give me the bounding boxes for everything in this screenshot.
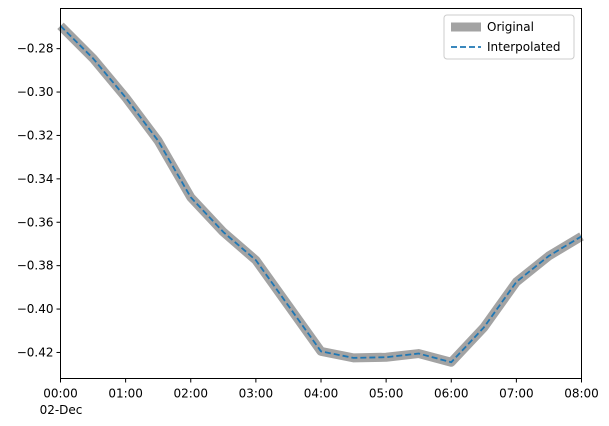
legend-label-interpolated: Interpolated: [487, 40, 561, 54]
y-tick-label: −0.36: [17, 215, 54, 229]
x-tick-label: 04:00: [304, 387, 339, 401]
series-line-interpolated: [59, 25, 582, 364]
x-tick-label: 05:00: [369, 387, 404, 401]
y-tick-label: −0.40: [17, 302, 54, 316]
x-axis: 00:00 01:00 02:00 03:00 04:00 05:00 06:00 07:00…: [43, 378, 599, 401]
x-tick-secondary-label: 02-Dec: [40, 403, 83, 417]
y-tick-label: −0.32: [17, 128, 54, 142]
x-tick-label: 00:00: [43, 387, 78, 401]
y-tick-label: −0.34: [17, 172, 54, 186]
x-tick-label: 07:00: [499, 387, 534, 401]
x-tick-label: 01:00: [108, 387, 143, 401]
y-axis: −0.28 −0.30 −0.32 −0.34 −0.36 −0.38 −0.40 −0.42: [17, 42, 61, 359]
y-tick-label: −0.38: [17, 259, 54, 273]
y-tick-label: −0.42: [17, 345, 54, 359]
x-tick-label: 02:00: [173, 387, 208, 401]
y-tick-label: −0.28: [17, 42, 54, 56]
legend: Original Interpolated: [443, 14, 575, 60]
x-tick-label: 03:00: [239, 387, 274, 401]
series-layer: [57, 22, 584, 367]
y-tick-label: −0.30: [17, 85, 54, 99]
plot-frame: [60, 8, 582, 379]
x-tick-label: 08:00: [564, 387, 599, 401]
x-tick-label: 06:00: [434, 387, 469, 401]
series-line-original: [57, 22, 584, 367]
legend-label-original: Original: [487, 20, 534, 34]
